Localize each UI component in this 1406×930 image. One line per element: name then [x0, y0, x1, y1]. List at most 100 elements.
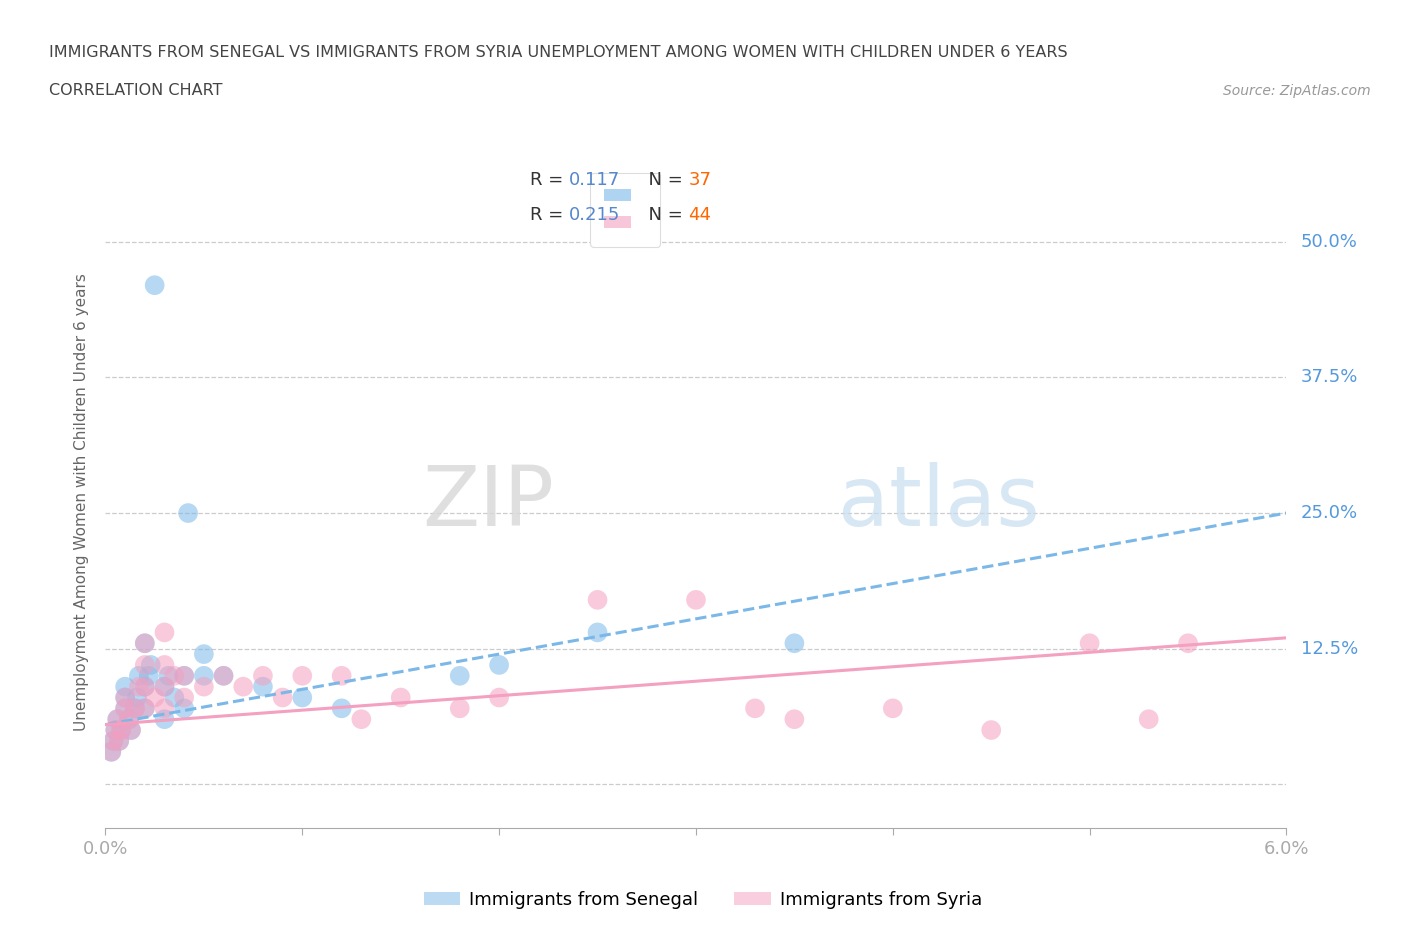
Point: [124, 701, 146, 716]
Point: [488, 690, 510, 705]
Legend: Immigrants from Senegal, Immigrants from Syria: Immigrants from Senegal, Immigrants from…: [418, 884, 988, 916]
Point: [212, 669, 235, 684]
Point: [114, 679, 136, 694]
Point: [173, 701, 195, 716]
Point: [685, 592, 707, 607]
Point: [124, 701, 146, 716]
Text: 50.0%: 50.0%: [1301, 232, 1358, 251]
Text: 0.117: 0.117: [569, 171, 620, 190]
Point: [103, 734, 125, 749]
Point: [173, 669, 195, 684]
Point: [139, 658, 162, 672]
Text: N =: N =: [637, 171, 689, 190]
Point: [271, 690, 294, 705]
Point: [173, 690, 195, 705]
Point: [128, 669, 150, 684]
Point: [163, 690, 186, 705]
Text: R =: R =: [530, 206, 569, 224]
Legend: , : ,: [591, 173, 661, 246]
Point: [744, 701, 766, 716]
Text: N =: N =: [637, 206, 689, 224]
Point: [143, 278, 166, 293]
Text: 0.215: 0.215: [569, 206, 620, 224]
Text: 37: 37: [689, 171, 711, 190]
Point: [134, 701, 156, 716]
Point: [193, 679, 215, 694]
Point: [100, 744, 122, 759]
Point: [134, 636, 156, 651]
Point: [143, 690, 166, 705]
Point: [449, 701, 471, 716]
Point: [882, 701, 904, 716]
Point: [173, 669, 195, 684]
Point: [114, 701, 136, 716]
Point: [330, 669, 353, 684]
Point: [108, 734, 131, 749]
Point: [118, 711, 141, 726]
Point: [586, 625, 609, 640]
Point: [134, 679, 156, 694]
Point: [110, 723, 132, 737]
Point: [103, 734, 125, 749]
Point: [120, 723, 142, 737]
Point: [114, 701, 136, 716]
Text: 37.5%: 37.5%: [1301, 368, 1358, 387]
Point: [110, 723, 132, 737]
Point: [134, 701, 156, 716]
Point: [488, 658, 510, 672]
Point: [586, 592, 609, 607]
Point: [163, 669, 186, 684]
Text: 44: 44: [689, 206, 711, 224]
Text: atlas: atlas: [838, 461, 1039, 543]
Point: [389, 690, 412, 705]
Text: IMMIGRANTS FROM SENEGAL VS IMMIGRANTS FROM SYRIA UNEMPLOYMENT AMONG WOMEN WITH C: IMMIGRANTS FROM SENEGAL VS IMMIGRANTS FR…: [49, 46, 1067, 60]
Point: [350, 711, 373, 726]
Point: [157, 669, 180, 684]
Point: [153, 711, 176, 726]
Text: ZIP: ZIP: [422, 461, 554, 543]
Point: [153, 679, 176, 694]
Point: [330, 701, 353, 716]
Point: [114, 690, 136, 705]
Point: [108, 734, 131, 749]
Point: [104, 723, 127, 737]
Text: 25.0%: 25.0%: [1301, 504, 1358, 522]
Point: [153, 679, 176, 694]
Text: CORRELATION CHART: CORRELATION CHART: [49, 83, 222, 98]
Point: [114, 690, 136, 705]
Point: [193, 646, 215, 661]
Point: [1137, 711, 1160, 726]
Point: [980, 723, 1002, 737]
Text: Source: ZipAtlas.com: Source: ZipAtlas.com: [1223, 84, 1371, 98]
Point: [118, 711, 141, 726]
Point: [134, 658, 156, 672]
Text: 12.5%: 12.5%: [1301, 640, 1358, 658]
Point: [232, 679, 254, 694]
Point: [1177, 636, 1199, 651]
Point: [105, 711, 128, 726]
Point: [291, 669, 314, 684]
Point: [177, 506, 200, 521]
Point: [134, 636, 156, 651]
Point: [104, 723, 127, 737]
Point: [105, 711, 128, 726]
Point: [252, 669, 274, 684]
Point: [291, 690, 314, 705]
Point: [1078, 636, 1101, 651]
Point: [193, 669, 215, 684]
Point: [212, 669, 235, 684]
Point: [125, 690, 148, 705]
Point: [138, 669, 160, 684]
Point: [783, 711, 806, 726]
Point: [153, 658, 176, 672]
Point: [252, 679, 274, 694]
Text: R =: R =: [530, 171, 569, 190]
Point: [120, 723, 142, 737]
Point: [153, 625, 176, 640]
Point: [128, 679, 150, 694]
Point: [100, 744, 122, 759]
Y-axis label: Unemployment Among Women with Children Under 6 years: Unemployment Among Women with Children U…: [75, 273, 90, 731]
Point: [783, 636, 806, 651]
Point: [449, 669, 471, 684]
Point: [153, 701, 176, 716]
